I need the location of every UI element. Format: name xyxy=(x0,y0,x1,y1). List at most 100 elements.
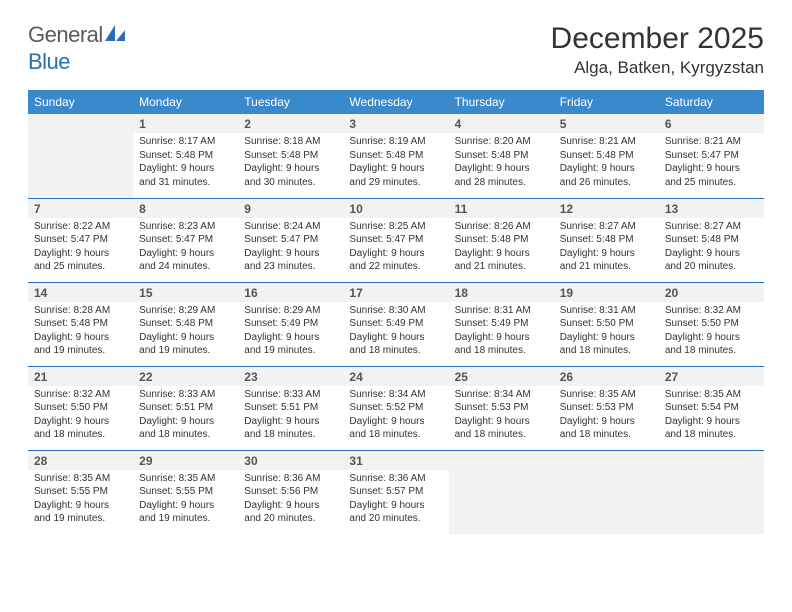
day-number: 6 xyxy=(659,114,764,133)
sunrise-line: Sunrise: 8:19 AM xyxy=(349,135,442,149)
daylight-line: Daylight: 9 hours and 19 minutes. xyxy=(34,331,127,358)
day-number: 14 xyxy=(28,283,133,302)
logo-text-1: General xyxy=(28,22,103,47)
day-number: 13 xyxy=(659,199,764,218)
sunrise-line: Sunrise: 8:24 AM xyxy=(244,220,337,234)
day-details: Sunrise: 8:20 AMSunset: 5:48 PMDaylight:… xyxy=(449,133,554,193)
weekday-row: SundayMondayTuesdayWednesdayThursdayFrid… xyxy=(28,90,764,114)
daylight-line: Daylight: 9 hours and 20 minutes. xyxy=(244,499,337,526)
daylight-line: Daylight: 9 hours and 22 minutes. xyxy=(349,247,442,274)
day-details: Sunrise: 8:32 AMSunset: 5:50 PMDaylight:… xyxy=(28,386,133,446)
daylight-line: Daylight: 9 hours and 18 minutes. xyxy=(665,331,758,358)
daylight-line: Daylight: 9 hours and 18 minutes. xyxy=(244,415,337,442)
calendar-cell: 26Sunrise: 8:35 AMSunset: 5:53 PMDayligh… xyxy=(554,366,659,450)
calendar-cell: 5Sunrise: 8:21 AMSunset: 5:48 PMDaylight… xyxy=(554,114,659,198)
day-number: 19 xyxy=(554,283,659,302)
day-number: 26 xyxy=(554,367,659,386)
daylight-line: Daylight: 9 hours and 29 minutes. xyxy=(349,162,442,189)
sunset-line: Sunset: 5:48 PM xyxy=(34,317,127,331)
daylight-line: Daylight: 9 hours and 19 minutes. xyxy=(139,499,232,526)
logo-sail-icon xyxy=(105,23,127,49)
weekday-header: Tuesday xyxy=(238,90,343,114)
sunrise-line: Sunrise: 8:21 AM xyxy=(665,135,758,149)
day-details: Sunrise: 8:36 AMSunset: 5:57 PMDaylight:… xyxy=(343,470,448,530)
sunrise-line: Sunrise: 8:35 AM xyxy=(560,388,653,402)
day-number: 4 xyxy=(449,114,554,133)
month-title: December 2025 xyxy=(551,22,764,56)
day-number: 31 xyxy=(343,451,448,470)
day-details: Sunrise: 8:17 AMSunset: 5:48 PMDaylight:… xyxy=(133,133,238,193)
day-number: 10 xyxy=(343,199,448,218)
sunset-line: Sunset: 5:56 PM xyxy=(244,485,337,499)
daylight-line: Daylight: 9 hours and 23 minutes. xyxy=(244,247,337,274)
sunrise-line: Sunrise: 8:28 AM xyxy=(34,304,127,318)
calendar-head: SundayMondayTuesdayWednesdayThursdayFrid… xyxy=(28,90,764,114)
sunset-line: Sunset: 5:48 PM xyxy=(455,149,548,163)
day-details: Sunrise: 8:31 AMSunset: 5:50 PMDaylight:… xyxy=(554,302,659,362)
sunset-line: Sunset: 5:48 PM xyxy=(665,233,758,247)
day-number: 7 xyxy=(28,199,133,218)
calendar-cell: 3Sunrise: 8:19 AMSunset: 5:48 PMDaylight… xyxy=(343,114,448,198)
day-number: 30 xyxy=(238,451,343,470)
calendar-cell: 21Sunrise: 8:32 AMSunset: 5:50 PMDayligh… xyxy=(28,366,133,450)
sunrise-line: Sunrise: 8:32 AM xyxy=(665,304,758,318)
day-number: 11 xyxy=(449,199,554,218)
daylight-line: Daylight: 9 hours and 18 minutes. xyxy=(665,415,758,442)
sunset-line: Sunset: 5:54 PM xyxy=(665,401,758,415)
daylight-line: Daylight: 9 hours and 18 minutes. xyxy=(34,415,127,442)
sunset-line: Sunset: 5:50 PM xyxy=(560,317,653,331)
logo-text-2: Blue xyxy=(28,49,70,74)
sunrise-line: Sunrise: 8:17 AM xyxy=(139,135,232,149)
calendar-table: SundayMondayTuesdayWednesdayThursdayFrid… xyxy=(28,90,764,534)
header: General Blue December 2025 Alga, Batken,… xyxy=(28,22,764,78)
day-number: 3 xyxy=(343,114,448,133)
day-number: 18 xyxy=(449,283,554,302)
day-details: Sunrise: 8:25 AMSunset: 5:47 PMDaylight:… xyxy=(343,218,448,278)
calendar-body: 1Sunrise: 8:17 AMSunset: 5:48 PMDaylight… xyxy=(28,114,764,534)
day-details: Sunrise: 8:35 AMSunset: 5:54 PMDaylight:… xyxy=(659,386,764,446)
day-details: Sunrise: 8:35 AMSunset: 5:53 PMDaylight:… xyxy=(554,386,659,446)
sunrise-line: Sunrise: 8:32 AM xyxy=(34,388,127,402)
day-number: 16 xyxy=(238,283,343,302)
day-details: Sunrise: 8:24 AMSunset: 5:47 PMDaylight:… xyxy=(238,218,343,278)
day-number: 17 xyxy=(343,283,448,302)
calendar-cell: 12Sunrise: 8:27 AMSunset: 5:48 PMDayligh… xyxy=(554,198,659,282)
sunset-line: Sunset: 5:57 PM xyxy=(349,485,442,499)
weekday-header: Saturday xyxy=(659,90,764,114)
sunset-line: Sunset: 5:49 PM xyxy=(349,317,442,331)
daylight-line: Daylight: 9 hours and 28 minutes. xyxy=(455,162,548,189)
sunrise-line: Sunrise: 8:26 AM xyxy=(455,220,548,234)
sunset-line: Sunset: 5:47 PM xyxy=(349,233,442,247)
calendar-row: 1Sunrise: 8:17 AMSunset: 5:48 PMDaylight… xyxy=(28,114,764,198)
sunrise-line: Sunrise: 8:36 AM xyxy=(349,472,442,486)
sunrise-line: Sunrise: 8:33 AM xyxy=(139,388,232,402)
calendar-cell: 2Sunrise: 8:18 AMSunset: 5:48 PMDaylight… xyxy=(238,114,343,198)
calendar-cell: 15Sunrise: 8:29 AMSunset: 5:48 PMDayligh… xyxy=(133,282,238,366)
calendar-cell: 28Sunrise: 8:35 AMSunset: 5:55 PMDayligh… xyxy=(28,450,133,534)
day-details: Sunrise: 8:23 AMSunset: 5:47 PMDaylight:… xyxy=(133,218,238,278)
calendar-row: 14Sunrise: 8:28 AMSunset: 5:48 PMDayligh… xyxy=(28,282,764,366)
calendar-cell: 8Sunrise: 8:23 AMSunset: 5:47 PMDaylight… xyxy=(133,198,238,282)
sunset-line: Sunset: 5:48 PM xyxy=(139,317,232,331)
calendar-cell: 23Sunrise: 8:33 AMSunset: 5:51 PMDayligh… xyxy=(238,366,343,450)
sunrise-line: Sunrise: 8:21 AM xyxy=(560,135,653,149)
weekday-header: Monday xyxy=(133,90,238,114)
day-details: Sunrise: 8:33 AMSunset: 5:51 PMDaylight:… xyxy=(238,386,343,446)
sunrise-line: Sunrise: 8:30 AM xyxy=(349,304,442,318)
calendar-cell: 13Sunrise: 8:27 AMSunset: 5:48 PMDayligh… xyxy=(659,198,764,282)
daylight-line: Daylight: 9 hours and 30 minutes. xyxy=(244,162,337,189)
sunset-line: Sunset: 5:50 PM xyxy=(665,317,758,331)
day-details: Sunrise: 8:35 AMSunset: 5:55 PMDaylight:… xyxy=(28,470,133,530)
daylight-line: Daylight: 9 hours and 20 minutes. xyxy=(665,247,758,274)
sunset-line: Sunset: 5:49 PM xyxy=(455,317,548,331)
calendar-cell xyxy=(554,450,659,534)
daylight-line: Daylight: 9 hours and 19 minutes. xyxy=(139,331,232,358)
daylight-line: Daylight: 9 hours and 18 minutes. xyxy=(139,415,232,442)
day-details: Sunrise: 8:29 AMSunset: 5:49 PMDaylight:… xyxy=(238,302,343,362)
sunset-line: Sunset: 5:47 PM xyxy=(244,233,337,247)
daylight-line: Daylight: 9 hours and 24 minutes. xyxy=(139,247,232,274)
sunrise-line: Sunrise: 8:20 AM xyxy=(455,135,548,149)
location: Alga, Batken, Kyrgyzstan xyxy=(551,58,764,78)
calendar-cell: 22Sunrise: 8:33 AMSunset: 5:51 PMDayligh… xyxy=(133,366,238,450)
sunrise-line: Sunrise: 8:25 AM xyxy=(349,220,442,234)
